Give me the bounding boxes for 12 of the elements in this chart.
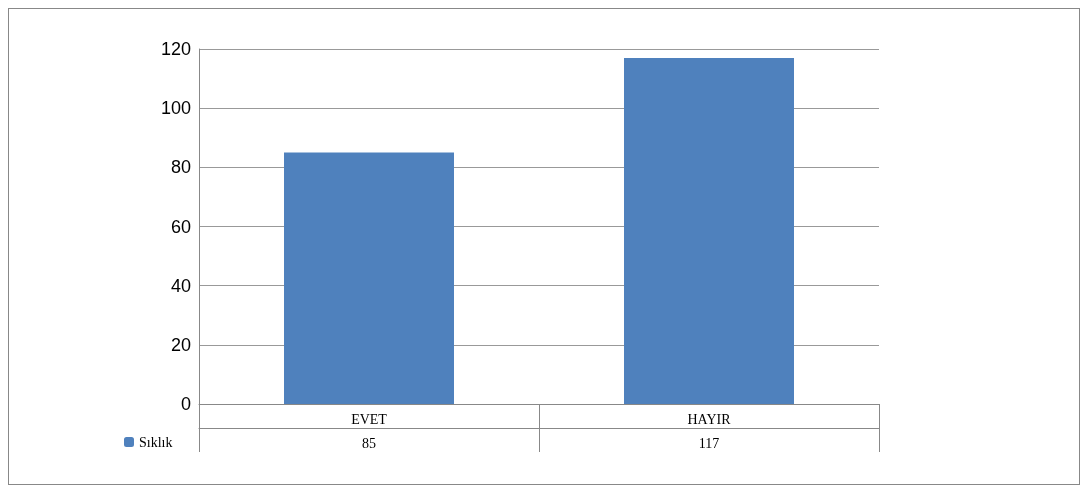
y-tick-label: 40 xyxy=(170,275,191,296)
y-tick-label: 80 xyxy=(170,157,191,178)
y-tick-label: 100 xyxy=(160,98,191,119)
y-tick-label: 20 xyxy=(170,334,191,355)
data-label: 117 xyxy=(698,435,720,451)
x-tick-label: EVET xyxy=(351,411,388,427)
y-tick-label: 60 xyxy=(170,216,191,237)
data-label: 85 xyxy=(362,435,376,451)
legend-label: Sıklık xyxy=(139,434,173,450)
x-tick-label: HAYIR xyxy=(687,411,732,427)
y-tick-label: 0 xyxy=(180,394,191,414)
y-tick-label: 120 xyxy=(160,39,191,59)
